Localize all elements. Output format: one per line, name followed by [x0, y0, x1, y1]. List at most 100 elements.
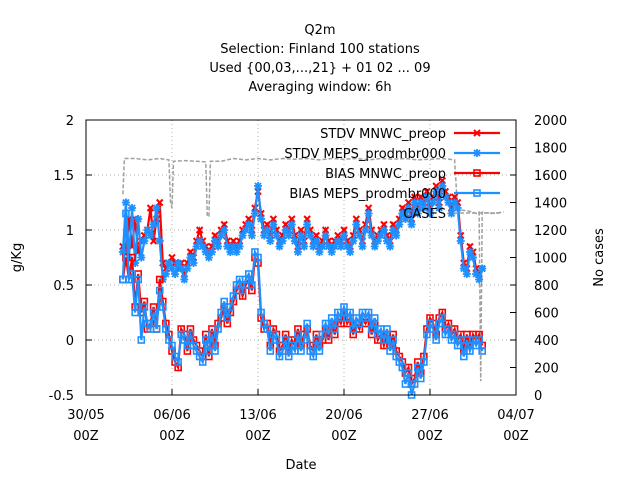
- data-point: [355, 231, 364, 240]
- legend-label: BIAS MEPS_prodmbr000: [289, 187, 446, 202]
- data-point: [376, 231, 385, 240]
- data-point: [312, 336, 321, 344]
- data-point: [204, 253, 213, 262]
- y-tick-label: -0.5: [49, 389, 74, 404]
- data-point: [189, 259, 198, 267]
- data-point: [288, 215, 296, 223]
- data-point: [168, 253, 176, 262]
- data-point: [459, 264, 468, 273]
- data-point: [254, 253, 262, 262]
- data-point: [266, 347, 275, 355]
- data-point: [287, 220, 296, 229]
- data-point: [155, 286, 164, 295]
- data-point: [257, 308, 265, 317]
- data-point: [293, 248, 302, 256]
- data-point: [367, 325, 376, 333]
- data-point: [186, 253, 195, 262]
- data-point: [281, 220, 290, 229]
- data-point: [158, 303, 167, 311]
- data-point: [131, 308, 139, 317]
- y-tick-label: 2: [66, 114, 74, 129]
- legend-marker: [473, 149, 481, 157]
- data-point: [121, 198, 130, 207]
- data-point: [410, 193, 419, 201]
- data-point: [152, 204, 161, 212]
- y2-tick-label: 0: [534, 389, 542, 404]
- data-point: [223, 242, 232, 251]
- data-point: [168, 264, 176, 273]
- y-tick-label: 0: [66, 334, 74, 349]
- data-point: [177, 264, 186, 273]
- data-point: [303, 319, 311, 328]
- data-point: [475, 275, 484, 284]
- data-point: [334, 231, 342, 240]
- data-point: [386, 347, 394, 355]
- legend: STDV MNWC_preop STDV MEPS_prodmbr000 BIAS …: [284, 127, 500, 222]
- x-tick-label: 30/05: [67, 408, 104, 423]
- data-point: [217, 231, 226, 240]
- data-point: [143, 226, 152, 234]
- data-point: [300, 242, 309, 251]
- data-point: [260, 231, 269, 240]
- chart-title: Q2m Selection: Finland 100 stations Used {…: [209, 23, 430, 95]
- axes: -0.5 0 0.5 1 1.5 2 0 200 400 600 800 1000 1200 1400 16…: [49, 114, 567, 444]
- data-point: [370, 242, 379, 251]
- data-point: [340, 231, 348, 240]
- data-point: [398, 363, 407, 372]
- data-point: [401, 215, 410, 223]
- data-point: [386, 242, 395, 251]
- data-point: [192, 242, 201, 251]
- data-point: [416, 198, 425, 207]
- legend-item: BIAS MEPS_prodmbr000: [289, 187, 500, 202]
- data-point: [383, 237, 391, 245]
- data-point: [318, 242, 327, 251]
- data-point: [392, 231, 401, 240]
- data-point: [174, 259, 183, 267]
- data-point: [149, 237, 158, 245]
- legend-label: STDV MEPS_prodmbr000: [284, 147, 446, 162]
- data-point: [444, 198, 453, 207]
- legend-label: BIAS MNWC_preop: [325, 167, 446, 182]
- title-line: Q2m: [304, 23, 335, 38]
- data-point: [229, 292, 238, 300]
- data-point: [466, 347, 474, 355]
- data-point: [244, 270, 253, 278]
- data-point: [422, 193, 431, 201]
- data-point: [340, 226, 348, 234]
- data-point: [152, 325, 161, 333]
- data-point: [407, 220, 416, 229]
- data-point: [478, 347, 487, 355]
- data-point: [462, 270, 471, 278]
- data-point: [358, 242, 367, 251]
- data-point: [364, 204, 373, 212]
- data-point: [303, 215, 311, 223]
- data-point: [229, 237, 238, 245]
- data-point: [432, 182, 440, 190]
- data-point: [469, 253, 477, 262]
- data-point: [226, 303, 235, 311]
- series-layer: [118, 157, 504, 399]
- data-point: [238, 231, 247, 240]
- data-point: [333, 237, 342, 245]
- data-point: [257, 215, 266, 223]
- series-cases: [122, 157, 504, 382]
- data-point: [343, 242, 352, 251]
- data-point: [315, 347, 324, 355]
- data-point: [217, 308, 225, 317]
- data-point: [269, 215, 278, 223]
- data-point: [429, 325, 437, 333]
- legend-item: BIAS MNWC_preop: [325, 167, 500, 182]
- data-point: [413, 209, 422, 218]
- y2-tick-label: 800: [534, 279, 559, 294]
- data-point: [395, 220, 404, 229]
- data-point: [416, 374, 425, 383]
- data-point: [294, 330, 302, 339]
- data-point: [364, 308, 373, 317]
- y2-axis-label: No cases: [592, 228, 607, 287]
- data-point: [128, 270, 136, 278]
- x-tick-label: 20/06: [325, 408, 362, 423]
- data-point: [330, 242, 339, 251]
- x-tick-label-time: 00Z: [245, 429, 271, 444]
- data-point: [423, 330, 431, 339]
- data-point: [389, 226, 398, 234]
